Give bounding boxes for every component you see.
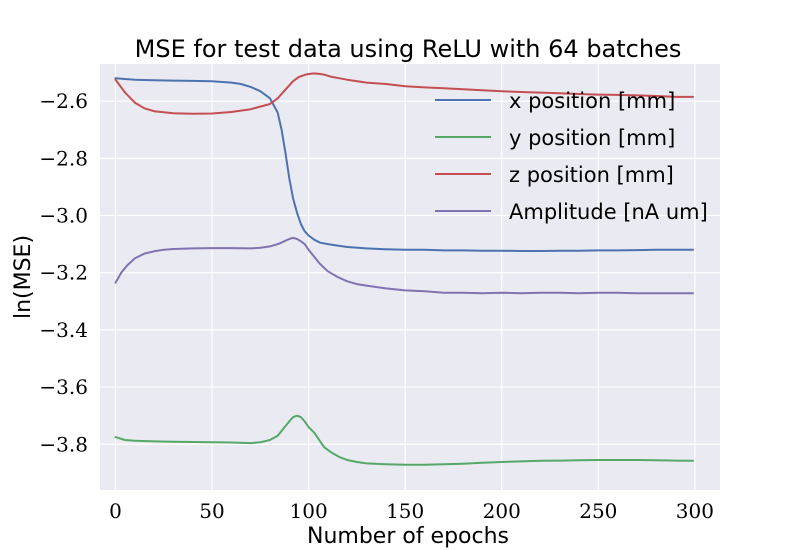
y-tick-label: −2.8 <box>39 146 88 170</box>
y-tick-label: −3.6 <box>39 375 88 399</box>
series-line-3 <box>114 72 694 115</box>
x-tick-labels: 0 50 100 150 200 250 300 <box>109 499 714 523</box>
x-axis-label: Number of epochs <box>307 524 509 549</box>
series-line-1 <box>114 77 694 252</box>
x-tick-label: 150 <box>386 499 424 523</box>
y-tick-label: −3.0 <box>39 204 88 228</box>
legend-label: y position [mm] <box>509 126 675 150</box>
y-axis-label: ln(MSE) <box>11 235 36 319</box>
y-tick-label: −3.4 <box>39 318 88 342</box>
legend: x position [mm] y position [mm] z position… <box>435 89 708 224</box>
legend-label: z position [mm] <box>509 163 674 187</box>
legend-label: x position [mm] <box>509 89 675 113</box>
grid <box>100 64 720 490</box>
y-tick-label: −3.8 <box>39 432 88 456</box>
x-tick-label: 0 <box>109 499 122 523</box>
x-tick-label: 50 <box>199 499 224 523</box>
y-tick-label: −3.2 <box>39 261 88 285</box>
series-line-2 <box>114 414 694 466</box>
x-tick-label: 250 <box>579 499 617 523</box>
series-group <box>114 72 694 466</box>
chart-title: MSE for test data using ReLU with 64 bat… <box>135 35 682 63</box>
y-tick-label: −2.6 <box>39 89 88 113</box>
legend-label: Amplitude [nA um] <box>509 200 708 224</box>
x-tick-label: 300 <box>676 499 714 523</box>
x-tick-label: 200 <box>483 499 521 523</box>
plot-background <box>100 64 720 490</box>
y-tick-labels: −2.6 −2.8 −3.0 −3.2 −3.4 −3.6 −3.8 <box>39 89 88 456</box>
series-line-4 <box>114 236 694 295</box>
x-tick-label: 100 <box>290 499 328 523</box>
